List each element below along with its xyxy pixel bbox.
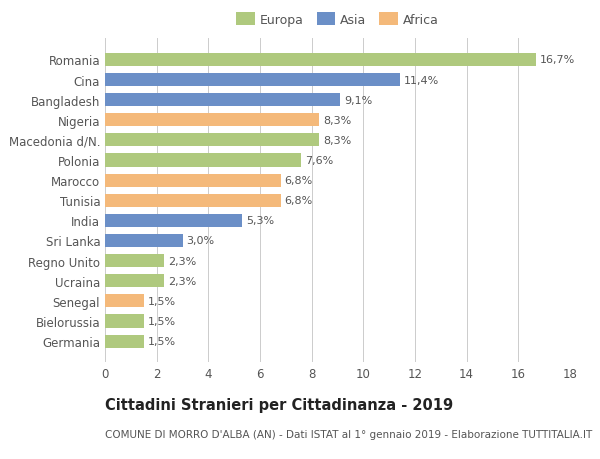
Bar: [105, 255, 164, 268]
Text: 1,5%: 1,5%: [148, 336, 176, 347]
Bar: [105, 154, 301, 167]
Text: 6,8%: 6,8%: [284, 176, 313, 186]
Text: 16,7%: 16,7%: [540, 55, 575, 65]
Bar: [105, 335, 144, 348]
Text: 1,5%: 1,5%: [148, 296, 176, 306]
Text: 1,5%: 1,5%: [148, 316, 176, 326]
Text: 6,8%: 6,8%: [284, 196, 313, 206]
Text: 8,3%: 8,3%: [323, 135, 352, 146]
Bar: [105, 114, 319, 127]
Text: 9,1%: 9,1%: [344, 95, 372, 106]
Bar: [105, 94, 340, 107]
Text: 5,3%: 5,3%: [246, 216, 274, 226]
Text: 2,3%: 2,3%: [168, 276, 197, 286]
Bar: [105, 134, 319, 147]
Bar: [105, 315, 144, 328]
Bar: [105, 54, 536, 67]
Bar: [105, 174, 281, 187]
Bar: [105, 74, 400, 87]
Bar: [105, 274, 164, 288]
Text: 8,3%: 8,3%: [323, 116, 352, 125]
Legend: Europa, Asia, Africa: Europa, Asia, Africa: [232, 8, 443, 32]
Bar: [105, 194, 281, 207]
Text: 2,3%: 2,3%: [168, 256, 197, 266]
Bar: [105, 214, 242, 227]
Text: Cittadini Stranieri per Cittadinanza - 2019: Cittadini Stranieri per Cittadinanza - 2…: [105, 397, 453, 412]
Text: 7,6%: 7,6%: [305, 156, 334, 166]
Text: 11,4%: 11,4%: [403, 75, 439, 85]
Bar: [105, 235, 182, 247]
Text: 3,0%: 3,0%: [187, 236, 215, 246]
Text: COMUNE DI MORRO D'ALBA (AN) - Dati ISTAT al 1° gennaio 2019 - Elaborazione TUTTI: COMUNE DI MORRO D'ALBA (AN) - Dati ISTAT…: [105, 429, 592, 439]
Bar: [105, 295, 144, 308]
